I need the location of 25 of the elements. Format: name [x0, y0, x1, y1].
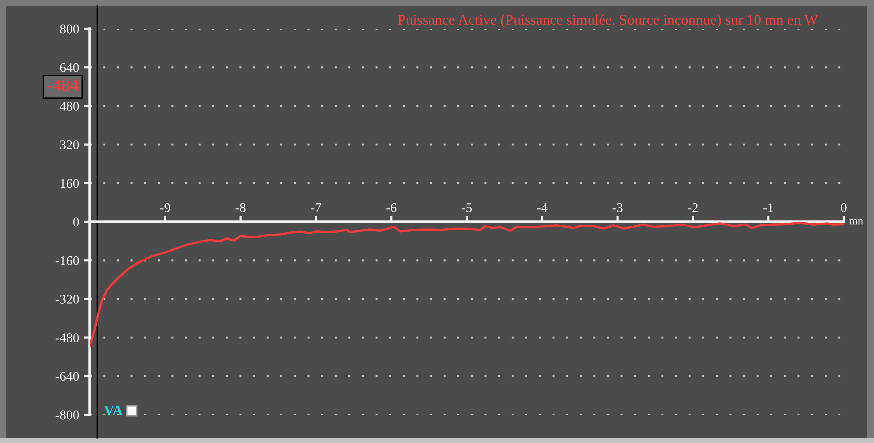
text: -484: [48, 80, 79, 92]
y-tick-label: 160: [60, 179, 80, 188]
x-tick-label: 0: [841, 203, 847, 212]
y-tick-label: 640: [60, 63, 80, 72]
x-tick-label: -8: [236, 203, 246, 212]
x-axis-title: mn: [850, 219, 864, 225]
y-tick-label: -800: [56, 410, 80, 420]
x-tick-label: -1: [764, 204, 774, 212]
chart-title: Puissance Active (Puissance simulée. Source inconnue) sur 10 mn en W: [398, 14, 818, 28]
x-tick-label: -2: [688, 204, 698, 212]
x-tick-label: -5: [462, 204, 472, 212]
y-tick-label: -640: [56, 372, 80, 382]
x-tick-label: -9: [160, 204, 170, 212]
y-tick-label: 0: [73, 218, 80, 227]
y-tick-label: -320: [56, 295, 80, 304]
annotation: VA: [104, 406, 124, 416]
x-tick-label: -6: [386, 204, 397, 212]
y-tick-label: 480: [60, 102, 80, 111]
y-tick-label: 800: [60, 24, 80, 34]
y-tick-label: 320: [60, 140, 80, 150]
y-tick-label: -160: [56, 256, 80, 266]
x-tick-label: -3: [612, 204, 623, 212]
y-tick-label: -480: [56, 334, 80, 343]
x-tick-label: -4: [537, 204, 548, 212]
x-tick-label: -7: [311, 204, 322, 212]
